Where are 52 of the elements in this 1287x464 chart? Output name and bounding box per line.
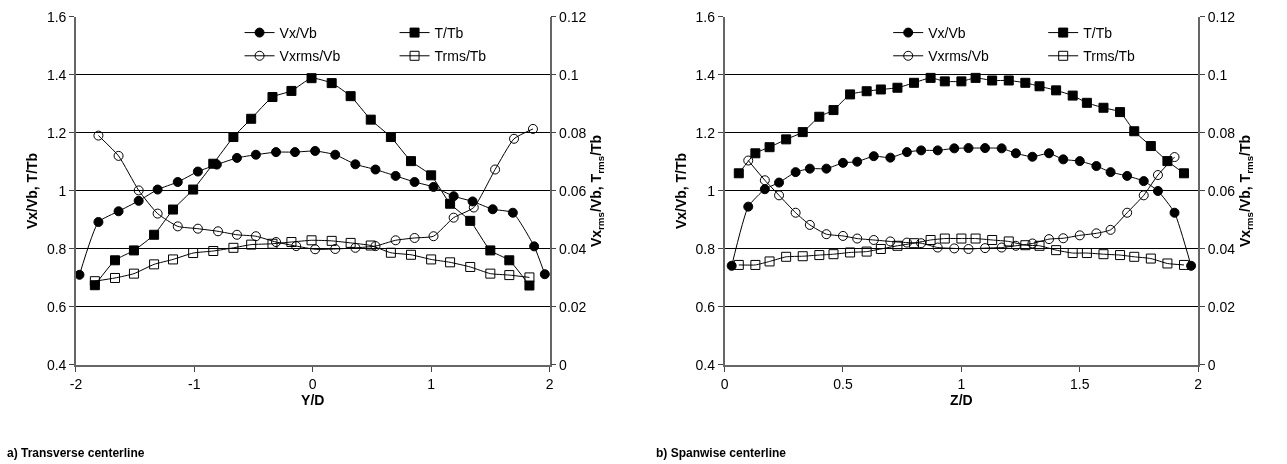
y-tick-label: 1.2 [695, 124, 716, 141]
y-tick-label: 0.6 [695, 298, 716, 315]
y-axis-title: Vx/Vb, T/Tb [24, 152, 41, 230]
y2-tick-label: 0.1 [559, 66, 579, 83]
legend-label: Vxrms/Vb [928, 48, 990, 65]
x-tick-label: -1 [188, 375, 201, 392]
legend-label: Trms/Tb [1083, 48, 1135, 65]
y-tick-label: 0.4 [46, 356, 67, 373]
y2-tick-label: 0.08 [559, 124, 587, 141]
y-tick-label: 1.6 [695, 8, 716, 25]
y2-tick-label: 0.02 [1207, 298, 1236, 315]
legend-label: Vx/Vb [928, 25, 966, 42]
legend-label: T/Tb [1083, 25, 1113, 42]
y-tick-label: 1.6 [46, 8, 67, 25]
y-tick-label: 1 [58, 182, 67, 199]
y2-tick-label: 0.06 [1207, 182, 1236, 199]
y-axis-title: Vx/Vb, T/Tb [672, 152, 689, 230]
y2-tick-label: 0 [559, 356, 568, 373]
x-tick-label: 0 [720, 375, 729, 392]
y2-tick-label: 0 [1207, 356, 1216, 373]
y-tick-label: 0.8 [46, 240, 67, 257]
x-tick-label: 1.5 [1070, 375, 1090, 392]
y-tick-label: 0.6 [46, 298, 67, 315]
y2-tick-label: 0.04 [559, 240, 587, 257]
legend-label: Vxrms/Vb [279, 48, 341, 65]
x-tick-label: 2 [1194, 375, 1203, 392]
y-tick-label: 1.2 [46, 124, 67, 141]
x-axis-title: Z/D [950, 391, 973, 408]
x-tick-label: 0.5 [833, 375, 853, 392]
y2-tick-label: 0.12 [559, 8, 587, 25]
y2-tick-label: 0.06 [559, 182, 587, 199]
y2-tick-label: 0.1 [1207, 66, 1228, 83]
x-tick-label: 0 [308, 375, 317, 392]
x-tick-label: 1 [957, 375, 966, 392]
y-tick-label: 0.8 [695, 240, 716, 257]
text: a) Transverse centerline [7, 446, 145, 460]
legend-label: Trms/Tb [434, 48, 487, 65]
y2-tick-label: 0.08 [1207, 124, 1236, 141]
x-tick-label: 1 [427, 375, 436, 392]
y2-tick-label: 0.12 [1207, 8, 1236, 25]
x-tick-label: -2 [69, 375, 83, 392]
y2-tick-label: 0.02 [559, 298, 587, 315]
x-tick-label: 2 [545, 375, 554, 392]
x-axis-title: Y/D [301, 391, 325, 408]
y2-tick-label: 0.04 [1207, 240, 1236, 257]
y-tick-label: 1.4 [46, 66, 67, 83]
y-tick-label: 1.4 [695, 66, 716, 83]
y-tick-label: 0.4 [695, 356, 716, 373]
legend-label: T/Tb [434, 25, 464, 42]
text: b) Spanwise centerline [656, 446, 787, 460]
y-tick-label: 1 [707, 182, 716, 199]
legend-label: Vx/Vb [279, 25, 318, 42]
